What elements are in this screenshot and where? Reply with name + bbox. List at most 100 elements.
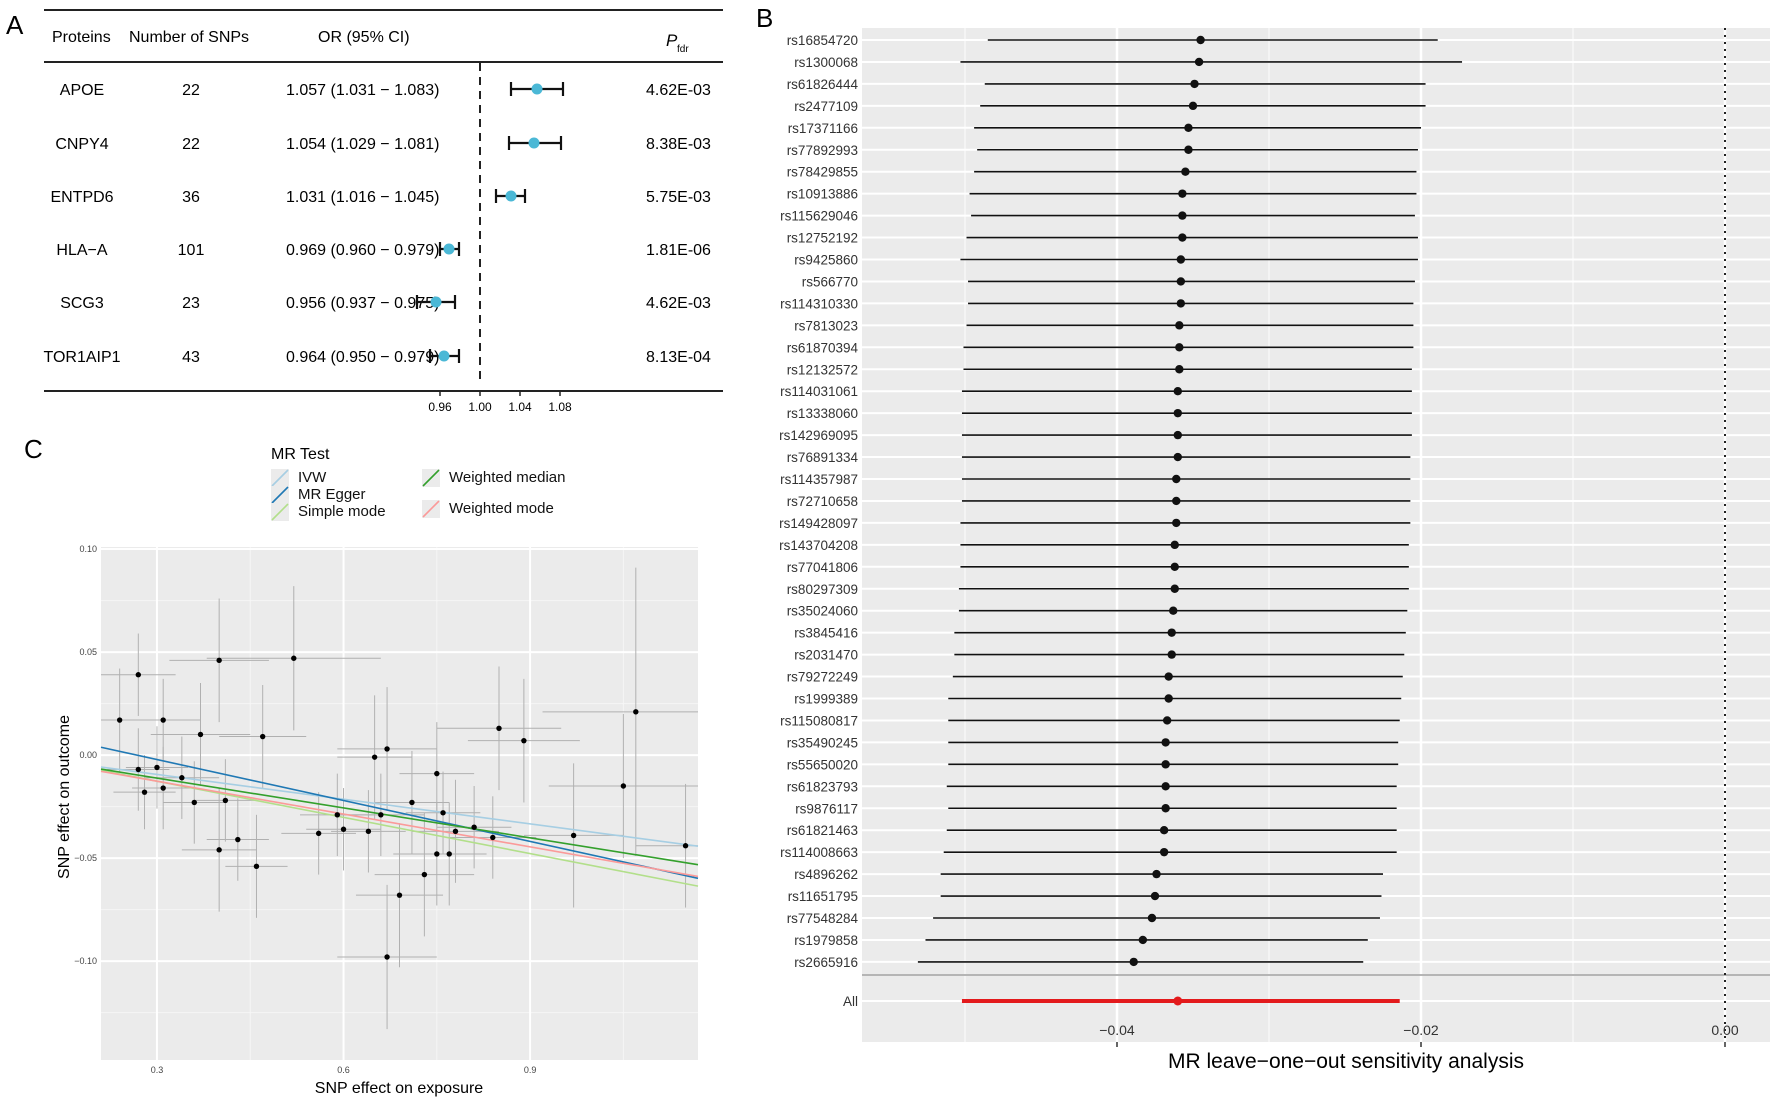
legend-label: Weighted median bbox=[449, 469, 565, 486]
snp-point bbox=[216, 847, 222, 853]
snp-point bbox=[116, 717, 123, 723]
snp-point bbox=[1150, 891, 1160, 901]
snp-point bbox=[521, 737, 527, 744]
snp-label: rs115080817 bbox=[780, 713, 858, 728]
snp-point bbox=[1178, 189, 1187, 198]
snp-point bbox=[1161, 782, 1170, 791]
snp-point bbox=[409, 799, 415, 806]
panel-label-c: C bbox=[24, 434, 43, 464]
snp-point bbox=[291, 655, 297, 661]
snp-point bbox=[1170, 540, 1179, 550]
protein-name: CNPY4 bbox=[55, 136, 108, 153]
snp-point bbox=[434, 851, 440, 857]
protein-name: ENTPD6 bbox=[50, 189, 113, 206]
snp-label: rs61821463 bbox=[787, 823, 858, 838]
snp-point bbox=[1173, 387, 1183, 396]
legend-label: IVW bbox=[298, 469, 327, 486]
snp-rows: rs16854720 rs1300068 rs61826444 rs2477109 rs… bbox=[779, 33, 1463, 970]
snp-label: rs61823793 bbox=[787, 779, 858, 794]
snp-point bbox=[384, 954, 390, 960]
snp-label: rs55650020 bbox=[787, 757, 858, 772]
snp-point bbox=[216, 657, 222, 664]
snp-point bbox=[191, 799, 197, 806]
snp-label: rs77892993 bbox=[787, 143, 858, 158]
snp-label: rs61826444 bbox=[787, 77, 859, 92]
snp-point bbox=[1173, 408, 1183, 418]
snp-point bbox=[452, 828, 459, 835]
snp-point bbox=[1172, 496, 1181, 506]
snp-point bbox=[440, 810, 446, 816]
snp-label: rs1999389 bbox=[794, 692, 858, 707]
snp-label: rs10913886 bbox=[787, 187, 858, 202]
y-tick-label: 0.00 bbox=[79, 750, 97, 760]
y-tick-label: −0.05 bbox=[74, 853, 97, 863]
snp-point bbox=[1178, 233, 1187, 242]
snp-label: rs114031061 bbox=[780, 384, 858, 399]
legend-key-line bbox=[271, 486, 289, 504]
snp-point bbox=[1172, 518, 1181, 528]
y-tick-label: 0.05 bbox=[79, 647, 97, 657]
legend-label: Weighted mode bbox=[449, 500, 554, 517]
snp-point bbox=[496, 725, 502, 732]
table-rows: APOE 22 1.057 (1.031 − 1.083) 4.62E-03 CNPY4… bbox=[43, 82, 711, 366]
snp-point bbox=[154, 764, 160, 771]
x-axis-title: SNP effect on exposure bbox=[315, 1080, 484, 1097]
snp-label: rs114310330 bbox=[780, 296, 858, 311]
snp-point bbox=[434, 770, 440, 777]
p-value: 8.38E-03 bbox=[646, 136, 711, 153]
x-tick-label: −0.04 bbox=[1099, 1022, 1135, 1038]
p-value: 4.62E-03 bbox=[646, 295, 711, 312]
snp-point bbox=[141, 789, 148, 795]
snp-label: rs1979858 bbox=[794, 933, 858, 948]
legend-key-line bbox=[271, 469, 289, 487]
snp-count: 101 bbox=[178, 242, 205, 259]
snp-point bbox=[179, 775, 185, 781]
snp-point bbox=[222, 797, 229, 804]
snp-point bbox=[620, 783, 627, 789]
legend-key-line bbox=[422, 469, 440, 487]
snp-point bbox=[1161, 760, 1170, 769]
snp-label: rs61870394 bbox=[787, 340, 859, 355]
snp-point bbox=[570, 832, 577, 839]
or-ci-text: 1.031 (1.016 − 1.045) bbox=[286, 189, 439, 206]
snp-point bbox=[1173, 430, 1183, 440]
plot-background bbox=[862, 28, 1770, 1042]
snp-label: rs79272249 bbox=[787, 670, 858, 685]
snp-point bbox=[253, 863, 260, 870]
snp-point bbox=[378, 812, 384, 818]
or-point bbox=[531, 83, 543, 95]
snp-point bbox=[1162, 716, 1172, 725]
x-tick-label: 1.04 bbox=[508, 400, 532, 414]
regression-line bbox=[100, 770, 699, 878]
snp-point bbox=[365, 828, 372, 835]
snp-label: rs16854720 bbox=[787, 33, 858, 48]
p-value: 1.81E-06 bbox=[646, 242, 711, 259]
header-p: P bbox=[666, 31, 678, 50]
x-axis-ticks: 0.96 1.00 1.04 1.08 bbox=[428, 390, 640, 414]
snp-point bbox=[197, 731, 204, 738]
snp-label: rs115629046 bbox=[780, 209, 858, 224]
snp-point bbox=[1173, 452, 1183, 462]
panel-label-b: B bbox=[756, 3, 773, 33]
legend-key-line bbox=[271, 503, 289, 521]
regression-line bbox=[100, 746, 699, 880]
legend-key-line bbox=[422, 500, 440, 518]
snp-label: rs4896262 bbox=[794, 867, 858, 882]
snp-point bbox=[1169, 606, 1178, 615]
snp-point bbox=[371, 754, 378, 760]
snp-label: rs35024060 bbox=[787, 604, 858, 619]
snp-point bbox=[446, 851, 452, 857]
snp-label: rs3845416 bbox=[794, 626, 858, 641]
snp-point bbox=[1164, 694, 1173, 703]
header-number-of-snps: Number of SNPs bbox=[129, 29, 249, 46]
snp-point bbox=[160, 785, 166, 791]
snp-label: rs2031470 bbox=[794, 648, 858, 663]
snp-label: rs114008663 bbox=[780, 845, 858, 860]
or-ci-text: 1.054 (1.029 − 1.081) bbox=[286, 136, 439, 153]
snp-point bbox=[384, 746, 390, 752]
snp-label: rs9876117 bbox=[795, 801, 858, 816]
snp-label: rs566770 bbox=[802, 274, 858, 289]
or-point bbox=[528, 137, 540, 149]
snp-point bbox=[1159, 826, 1169, 835]
